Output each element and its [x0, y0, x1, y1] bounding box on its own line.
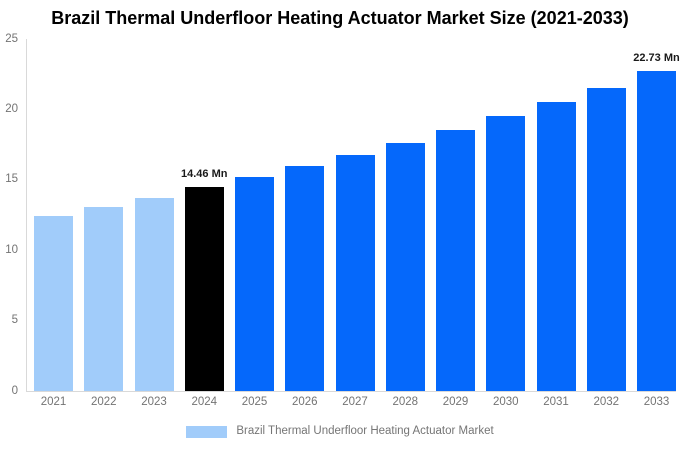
bar-column-2032: 2032: [586, 39, 626, 408]
bar-2031[interactable]: [536, 102, 576, 391]
bar-2027[interactable]: [335, 154, 375, 391]
bar-2025[interactable]: [235, 176, 274, 391]
legend-swatch-icon: [186, 426, 228, 438]
x-axis-label-2025: 2025: [241, 396, 268, 408]
bar-column-2028: 2028: [385, 39, 425, 408]
bar-column-2030: 2030: [486, 39, 526, 408]
bar-column-2029: 2029: [436, 39, 475, 408]
x-axis-label-2022: 2022: [90, 396, 117, 408]
bar-column-2025: 2025: [235, 39, 274, 408]
x-axis-label-2026: 2026: [291, 396, 318, 408]
y-axis: 0 5 10 15 20 25: [0, 33, 18, 396]
x-axis-label-2023: 2023: [141, 396, 167, 408]
y-axis-tick-15: 15: [5, 173, 18, 186]
bar-column-2023: 2023: [134, 39, 174, 408]
bar-column-2031: 2031: [536, 39, 576, 408]
y-axis-tick-10: 10: [5, 243, 18, 256]
legend[interactable]: Brazil Thermal Underfloor Heating Actuat…: [0, 426, 680, 438]
bar-column-2033: 22.73 Mn 2033: [633, 39, 679, 407]
bar-column-2021: 2021: [34, 39, 73, 408]
bar-2021[interactable]: [34, 216, 73, 391]
x-axis-label-2027: 2027: [342, 396, 368, 408]
bar-column-2026: 2026: [285, 39, 325, 408]
bars: 2021 2022 2023 14.46 Mn 2024 2025 2026 2027 2028…: [34, 39, 680, 408]
bar-2026[interactable]: [285, 166, 325, 391]
x-axis-label-2032: 2032: [593, 396, 620, 408]
chart-title: Brazil Thermal Underfloor Heating Actuat…: [51, 8, 629, 28]
value-label-2033: 22.73 Mn: [633, 51, 680, 64]
y-axis-tick-0: 0: [11, 384, 18, 397]
x-axis-label-2024: 2024: [191, 396, 218, 408]
y-axis-tick-5: 5: [11, 313, 18, 326]
bar-2022[interactable]: [84, 207, 124, 391]
x-axis-label-2029: 2029: [442, 396, 469, 408]
x-axis-label-2031: 2031: [543, 396, 569, 408]
bar-2030[interactable]: [486, 116, 526, 391]
bar-2033[interactable]: [637, 70, 676, 391]
y-axis-tick-20: 20: [5, 102, 18, 115]
bar-2024[interactable]: [184, 187, 224, 391]
legend-label: Brazil Thermal Underfloor Heating Actuat…: [236, 425, 494, 438]
bar-2028[interactable]: [385, 142, 425, 391]
bar-2029[interactable]: [436, 129, 475, 391]
x-axis-label-2033: 2033: [643, 396, 670, 408]
value-label-2024: 14.46 Mn: [181, 168, 228, 181]
bar-2023[interactable]: [134, 197, 174, 391]
plot-area: 0 5 10 15 20 25 2021 2022 2023 14.46 Mn 2024 2025 2…: [5, 33, 680, 408]
x-axis-label-2021: 2021: [40, 396, 67, 408]
bar-column-2024: 14.46 Mn 2024: [181, 39, 227, 408]
bar-column-2022: 2022: [84, 39, 124, 408]
x-axis-label-2030: 2030: [492, 396, 519, 408]
bar-2032[interactable]: [586, 87, 626, 391]
x-axis-label-2028: 2028: [392, 396, 419, 408]
bar-column-2027: 2027: [335, 39, 375, 408]
y-axis-tick-25: 25: [5, 32, 18, 45]
